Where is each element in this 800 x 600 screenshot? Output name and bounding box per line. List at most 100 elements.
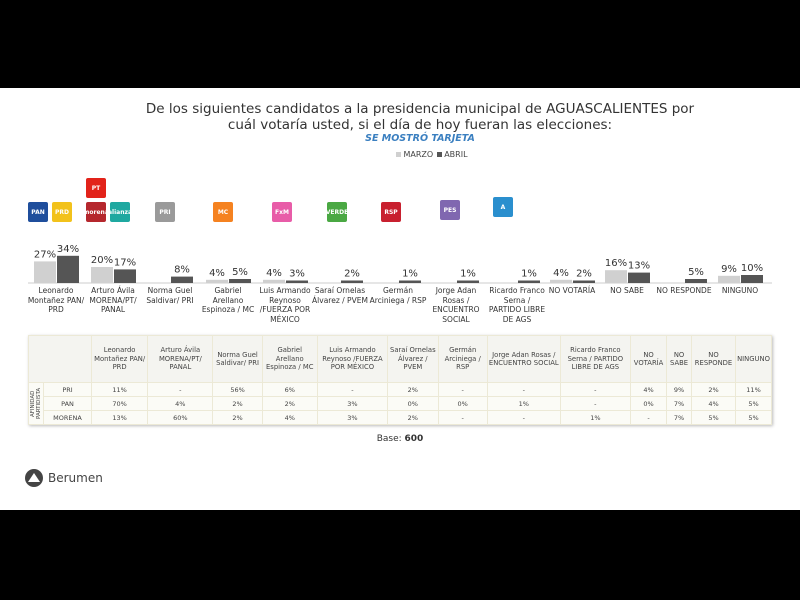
row-group-label: AFINIDAD PARTIDISTA xyxy=(30,387,42,420)
table-row: AFINIDAD PARTIDISTA PRI 11% -56% 6% -2% - - -4% 9… xyxy=(28,382,772,425)
table-cell: 5% xyxy=(690,410,737,425)
legend-swatch xyxy=(396,152,402,157)
column-header: NO RESPONDE xyxy=(690,335,737,383)
bar-marzo xyxy=(206,279,228,283)
data-label: 17% xyxy=(114,257,136,268)
data-label: 16% xyxy=(605,258,627,269)
column-header: Jorge Adan Rosas / ENCUENTRO SOCIAL xyxy=(486,335,561,383)
data-label: 1% xyxy=(521,269,537,280)
data-label: 4% xyxy=(553,268,569,279)
slide xyxy=(0,88,800,510)
bar-abril xyxy=(741,275,763,283)
bar-marzo xyxy=(605,270,627,283)
chart-title: De los siguientes candidatos a la presid… xyxy=(145,101,695,133)
bar-abril xyxy=(229,279,251,283)
column-header: NO SABE xyxy=(666,335,692,383)
table-cell: 11% xyxy=(735,382,772,397)
party-logo: PRD xyxy=(52,202,72,222)
category-label: Ricardo Franco Serna / PARTIDO LIBRE DE … xyxy=(488,286,546,324)
base-note: Base: 600 xyxy=(376,434,424,444)
data-label: 2% xyxy=(576,269,592,280)
table-cell: 4% xyxy=(690,396,737,411)
table-cell: 13% xyxy=(90,410,149,425)
table-cell: - xyxy=(437,382,488,397)
table-cell: 1% xyxy=(559,410,631,425)
bar-abril xyxy=(573,280,595,283)
table-cell: 7% xyxy=(666,410,692,425)
berumen-icon xyxy=(25,469,43,487)
category-label: NINGUNO xyxy=(721,286,759,295)
table-cell: 2% xyxy=(387,410,439,425)
table-cell: 5% xyxy=(735,396,772,411)
table-cell: 0% xyxy=(387,396,439,411)
data-label: 34% xyxy=(57,244,79,255)
party-logo: RSP xyxy=(381,202,401,222)
table-cell: 60% xyxy=(147,410,214,425)
data-label: 1% xyxy=(460,269,476,280)
bar-marzo xyxy=(718,275,740,283)
table-cell: 2% xyxy=(212,410,263,425)
column-header: Ricardo Franco Serna / PARTIDO LIBRE DE … xyxy=(559,335,631,383)
table-cell: 2% xyxy=(387,382,439,397)
table-cell: 5% xyxy=(735,410,772,425)
party-logo: PRI xyxy=(155,202,175,222)
table-cell: 7% xyxy=(666,396,692,411)
legend-label: ABRIL xyxy=(444,150,468,159)
legend: MARZO ABRIL xyxy=(0,150,800,159)
table-row: MORENA 13% 60% 2% 4% 3% 2% - -1% -7% 5% 5% xyxy=(29,410,772,425)
bar-abril xyxy=(518,280,540,283)
table-cell: 70% xyxy=(90,396,149,411)
table-cell: 4% xyxy=(629,382,668,397)
table-cell: - xyxy=(316,382,389,397)
row-label: MORENA xyxy=(43,410,92,425)
column-header: Saraí Ornelas Álvarez / PVEM xyxy=(387,335,439,383)
row-label: PAN xyxy=(43,396,92,411)
category-label: Arturo Ávila MORENA/PT/ PANAL xyxy=(89,286,137,314)
table-cell: - xyxy=(486,410,561,425)
category-label: NO RESPONDE xyxy=(656,286,712,295)
party-logo: MC xyxy=(213,202,233,222)
table-cell: - xyxy=(486,382,561,397)
category-label: NO SABE xyxy=(610,286,644,295)
party-logo: PES xyxy=(440,200,460,220)
column-header: Gabriel Arellano Espinoza / MC xyxy=(261,335,318,383)
data-label: 9% xyxy=(721,264,737,275)
bar-abril xyxy=(457,280,479,283)
data-label: 5% xyxy=(232,267,248,278)
table-cell: 0% xyxy=(629,396,668,411)
chart-subtitle: SE MOSTRÓ TARJETA xyxy=(365,133,475,144)
table-cell: 0% xyxy=(437,396,488,411)
party-logo: PT xyxy=(86,178,106,198)
bar-abril xyxy=(286,280,308,283)
category-label: Saraí Ornelas Álvarez / PVEM xyxy=(312,286,368,305)
table-cell: 3% xyxy=(316,396,389,411)
party-logo: morena xyxy=(83,202,109,222)
table-cell: 2% xyxy=(690,382,737,397)
brand-logo: Berumen xyxy=(24,468,103,488)
category-label: Jorge Adan Rosas / ENCUENTRO SOCIAL xyxy=(432,286,480,324)
column-header: NO VOTARÍA xyxy=(629,335,668,383)
party-logo: A xyxy=(493,197,513,217)
bar-abril xyxy=(399,280,421,283)
bar-abril xyxy=(685,279,707,283)
data-label: 3% xyxy=(289,269,305,280)
bar-abril xyxy=(628,272,650,283)
table-cell: - xyxy=(629,410,668,425)
category-label: Leonardo Montañez PAN/ PRD xyxy=(27,286,85,314)
table-cell: 4% xyxy=(147,396,214,411)
table-cell: 4% xyxy=(261,410,318,425)
party-logo: PAN xyxy=(28,202,48,222)
affinity-table: Leonardo Montañez PAN/ PRD Arturo Ávila M… xyxy=(28,335,772,425)
legend-label: MARZO xyxy=(403,150,434,159)
table-cell: 6% xyxy=(261,382,318,397)
column-header: Norma Guel Saldivar/ PRI xyxy=(212,335,263,383)
table-cell: 1% xyxy=(486,396,561,411)
bar-abril xyxy=(57,255,79,283)
data-label: 4% xyxy=(209,268,225,279)
table-cell: 2% xyxy=(261,396,318,411)
bar-marzo xyxy=(550,279,572,283)
category-label: Gabriel Arellano Espinoza / MC xyxy=(201,286,255,314)
data-label: 1% xyxy=(402,269,418,280)
table-cell: 9% xyxy=(666,382,692,397)
